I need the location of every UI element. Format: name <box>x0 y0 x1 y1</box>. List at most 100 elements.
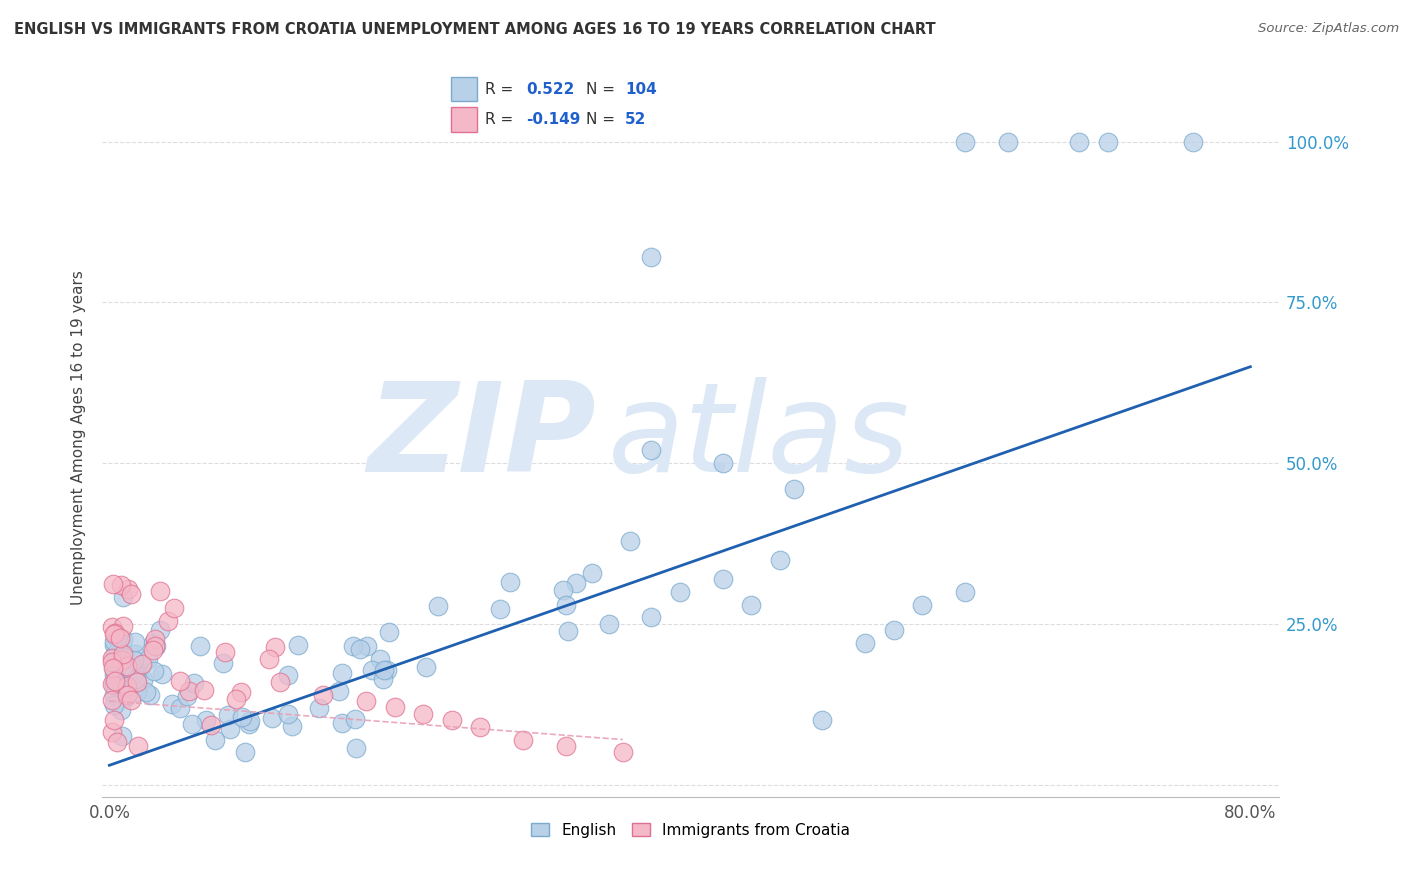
Point <box>619 533 641 548</box>
Point <box>361 663 384 677</box>
Point <box>179 684 201 698</box>
Point <box>105 675 128 690</box>
Point <box>139 688 162 702</box>
Point <box>257 652 280 666</box>
Point <box>598 616 620 631</box>
Point <box>127 684 149 698</box>
Point <box>193 683 215 698</box>
Point <box>769 552 792 566</box>
Point <box>195 713 218 727</box>
Point <box>344 741 367 756</box>
Point <box>115 679 138 693</box>
Point <box>103 661 125 675</box>
Point <box>212 657 235 671</box>
Point <box>157 614 180 628</box>
Point <box>231 710 253 724</box>
Point <box>218 722 240 736</box>
Point <box>115 690 138 705</box>
Text: 104: 104 <box>624 82 657 97</box>
Point <box>342 639 364 653</box>
Point <box>114 681 136 695</box>
Point <box>287 638 309 652</box>
Point <box>312 688 335 702</box>
Point <box>499 574 522 589</box>
Text: 52: 52 <box>624 112 647 127</box>
Point <box>260 711 283 725</box>
Point <box>107 735 129 749</box>
Point <box>103 678 125 692</box>
Point <box>162 601 184 615</box>
Point <box>368 651 391 665</box>
Point <box>356 639 378 653</box>
Point <box>176 689 198 703</box>
Point <box>554 598 576 612</box>
Point <box>1069 135 1091 149</box>
Point <box>101 677 124 691</box>
Point <box>263 640 285 655</box>
Point <box>426 599 449 614</box>
Point <box>101 725 124 739</box>
Point <box>103 655 125 669</box>
Point <box>131 657 153 672</box>
Point <box>111 632 134 646</box>
Point <box>103 677 125 691</box>
Point <box>117 582 139 596</box>
Point <box>214 645 236 659</box>
FancyBboxPatch shape <box>451 78 477 102</box>
Point <box>997 135 1019 149</box>
Point <box>354 694 377 708</box>
Point <box>103 638 125 652</box>
Point <box>640 251 662 265</box>
Point <box>103 577 125 591</box>
Text: N =: N = <box>586 82 620 97</box>
Point <box>101 620 124 634</box>
Point <box>217 708 239 723</box>
Point <box>239 714 262 728</box>
Point <box>377 625 399 640</box>
Point <box>204 732 226 747</box>
Point <box>169 700 191 714</box>
Point <box>112 618 135 632</box>
Point <box>125 675 148 690</box>
Point <box>277 707 299 722</box>
Point <box>110 703 132 717</box>
Point <box>111 591 134 605</box>
Point <box>640 610 662 624</box>
Point <box>125 672 148 686</box>
Point <box>120 587 142 601</box>
Text: N =: N = <box>586 112 620 127</box>
Point <box>101 651 124 665</box>
Point <box>225 692 247 706</box>
Point <box>269 674 291 689</box>
Point <box>120 678 142 692</box>
Point <box>115 688 138 702</box>
Text: R =: R = <box>485 82 517 97</box>
Point <box>108 631 131 645</box>
Point <box>233 746 256 760</box>
Point <box>143 639 166 653</box>
Point <box>149 584 172 599</box>
Point <box>104 674 127 689</box>
Point <box>277 668 299 682</box>
Point <box>136 652 159 666</box>
Point <box>103 664 125 678</box>
Point <box>104 626 127 640</box>
Point <box>162 697 184 711</box>
Point <box>740 598 762 612</box>
Point <box>103 677 125 691</box>
Point <box>669 584 692 599</box>
Point <box>105 675 128 690</box>
Point <box>110 637 132 651</box>
Point <box>142 664 165 678</box>
Point <box>115 658 138 673</box>
Point <box>384 700 406 714</box>
Point <box>104 654 127 668</box>
Y-axis label: Unemployment Among Ages 16 to 19 years: Unemployment Among Ages 16 to 19 years <box>72 270 86 605</box>
Point <box>238 716 260 731</box>
Point <box>330 715 353 730</box>
Point <box>612 746 634 760</box>
Point <box>1097 135 1119 149</box>
Point <box>554 739 576 753</box>
Point <box>640 443 662 458</box>
Text: Source: ZipAtlas.com: Source: ZipAtlas.com <box>1258 22 1399 36</box>
